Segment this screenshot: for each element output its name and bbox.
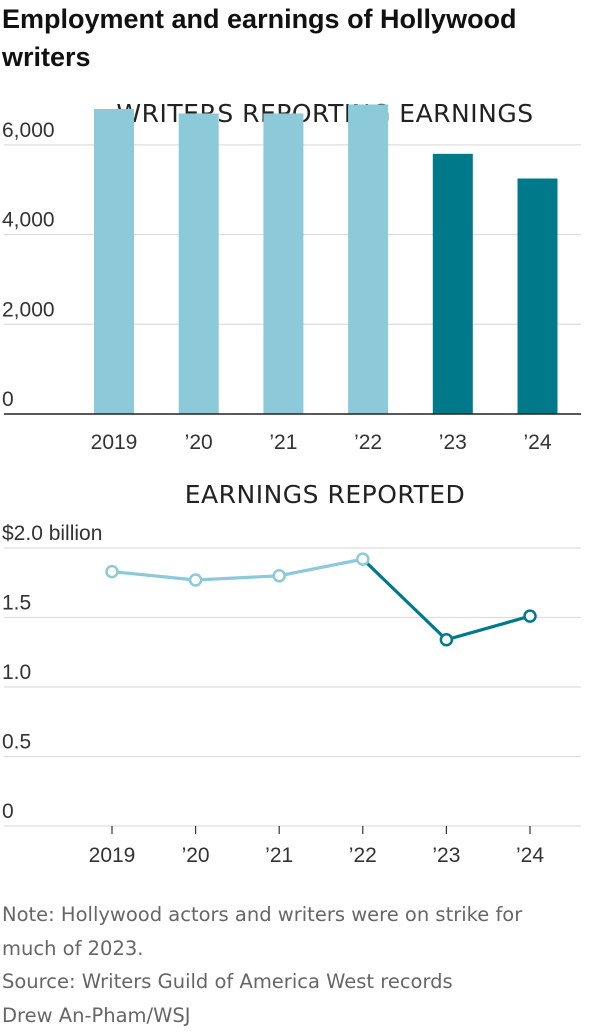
footnotes: Note: Hollywood actors and writers were … bbox=[2, 898, 589, 1032]
bar-3 bbox=[348, 104, 388, 414]
bar-2 bbox=[263, 113, 303, 414]
line-chart-subtitle: EARNINGS REPORTED bbox=[185, 480, 466, 509]
note-line-2: much of 2023. bbox=[2, 932, 589, 966]
line-point-5 bbox=[525, 611, 536, 622]
line-y-tick-label: 1.0 bbox=[2, 661, 31, 684]
bar-x-tick-label: ’21 bbox=[269, 431, 297, 454]
line-y-tick-label: 0.5 bbox=[2, 731, 31, 754]
line-chart-series bbox=[107, 554, 536, 834]
line-point-3 bbox=[357, 554, 368, 565]
line-x-tick-label: ’21 bbox=[265, 844, 293, 867]
bar-x-tick-label: ’20 bbox=[185, 431, 213, 454]
line-x-tick-label: ’20 bbox=[182, 844, 210, 867]
bar-x-tick-label: 2019 bbox=[91, 431, 138, 454]
line-series-strike-era bbox=[363, 559, 530, 640]
bar-x-tick-label: ’24 bbox=[523, 431, 551, 454]
bar-chart-y-tick-labels: 0 2,000 4,000 6,000 bbox=[2, 119, 55, 411]
line-x-tick-label: 2019 bbox=[89, 844, 136, 867]
bar-y-tick-label: 2,000 bbox=[2, 298, 55, 321]
line-x-tick-label: ’24 bbox=[516, 844, 544, 867]
bar-x-tick-label: ’23 bbox=[439, 431, 467, 454]
line-x-tick-label: ’22 bbox=[349, 844, 377, 867]
line-chart-earnings: EARNINGS REPORTED 0 0.5 1.0 1.5 $2.0 billion… bbox=[2, 480, 581, 867]
line-point-2 bbox=[274, 570, 285, 581]
note-line-1: Note: Hollywood actors and writers were … bbox=[2, 898, 589, 932]
bar-chart-writers: WRITERS REPORTING EARNINGS 02,0004,0006,… bbox=[2, 99, 581, 454]
bar-y-tick-label: 0 bbox=[2, 388, 14, 411]
bar-5 bbox=[518, 179, 558, 415]
bar-chart-x-tick-labels: 2019 ’20 ’21 ’22 ’23 ’24 bbox=[91, 431, 552, 454]
line-point-4 bbox=[441, 634, 452, 645]
line-series-pre-strike bbox=[112, 559, 363, 580]
line-point-1 bbox=[190, 574, 201, 585]
charts-canvas: WRITERS REPORTING EARNINGS 02,0004,0006,… bbox=[0, 0, 589, 890]
line-chart-y-tick-labels: 0 0.5 1.0 1.5 $2.0 billion bbox=[2, 522, 102, 823]
bar-x-tick-label: ’22 bbox=[354, 431, 382, 454]
credit-text: Drew An-Pham/WSJ bbox=[2, 999, 589, 1032]
bar-y-tick-label: 6,000 bbox=[2, 119, 55, 142]
bar-4 bbox=[433, 154, 473, 414]
line-y-tick-label: 1.5 bbox=[2, 592, 31, 615]
line-y-tick-label: $2.0 billion bbox=[2, 522, 102, 545]
line-y-tick-label: 0 bbox=[2, 800, 14, 823]
line-chart-x-tick-labels: 2019 ’20 ’21 ’22 ’23 ’24 bbox=[89, 844, 545, 867]
bar-y-tick-label: 4,000 bbox=[2, 209, 55, 232]
source-text: Source: Writers Guild of America West re… bbox=[2, 965, 589, 999]
line-chart-gridlines bbox=[4, 548, 581, 826]
bar-chart-bars bbox=[4, 104, 581, 414]
bar-1 bbox=[179, 113, 219, 414]
line-x-tick-label: ’23 bbox=[432, 844, 460, 867]
bar-0 bbox=[94, 109, 134, 414]
line-point-0 bbox=[107, 566, 118, 577]
